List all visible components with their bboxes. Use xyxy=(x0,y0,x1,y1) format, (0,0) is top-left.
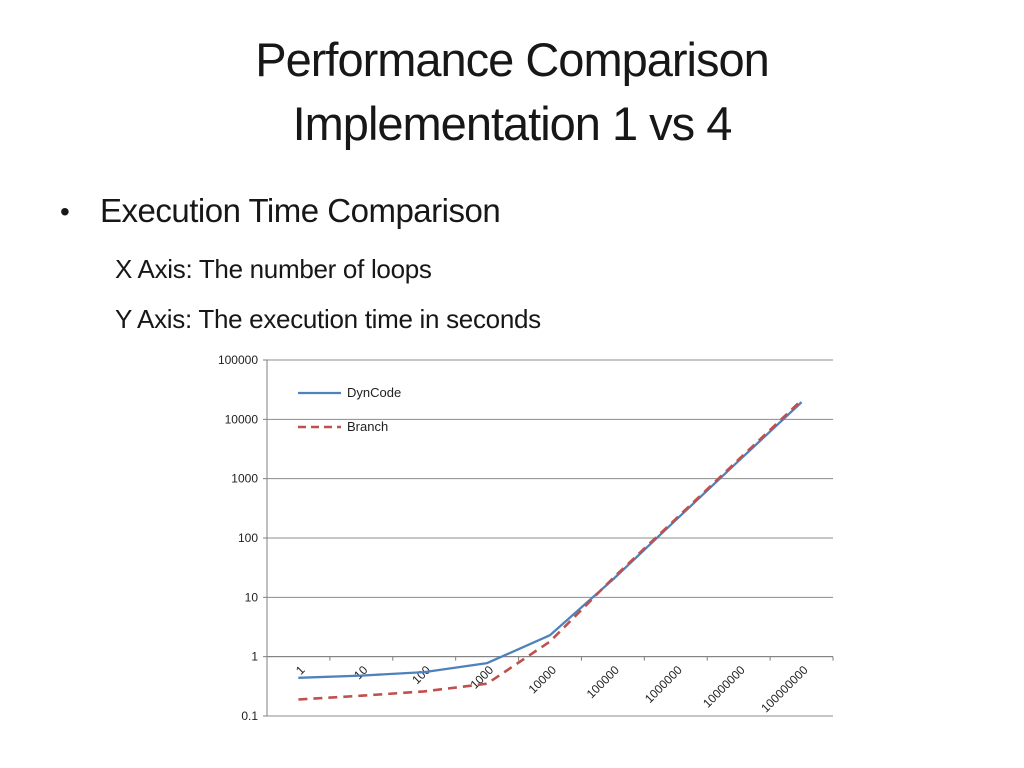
legend-label-dyncode: DynCode xyxy=(347,385,401,400)
y-tick-label: 1000 xyxy=(231,472,258,486)
slide-title-line1: Performance Comparison xyxy=(255,33,770,86)
bullet-marker: • xyxy=(60,196,70,227)
x-tick-label: 10000000 xyxy=(700,663,748,711)
x-tick-label: 100 xyxy=(409,663,433,687)
y-tick-label: 100000 xyxy=(218,353,258,367)
x-tick-label: 100000 xyxy=(584,663,622,701)
axis-description-x: X Axis: The number of loops xyxy=(115,254,432,284)
axis-description-y: Y Axis: The execution time in seconds xyxy=(115,304,541,334)
x-tick-label: 10000 xyxy=(526,663,560,697)
x-tick-label: 1000 xyxy=(467,663,496,692)
y-tick-label: 10000 xyxy=(225,412,259,426)
y-tick-label: 10 xyxy=(245,590,259,604)
series-line-dyncode xyxy=(298,401,803,679)
series-line-branch xyxy=(298,399,803,701)
y-tick-label: 100 xyxy=(238,531,258,545)
slide-title: Performance Comparison Implementation 1 … xyxy=(0,28,1024,156)
x-tick-label: 1 xyxy=(293,663,308,678)
x-tick-label: 1000000 xyxy=(642,663,685,706)
x-tick-label: 10 xyxy=(351,663,371,683)
slide-title-line2: Implementation 1 vs 4 xyxy=(292,97,733,150)
execution-time-chart: 100000 10000 1000 100 10 1 0.1 1 10 100 1000 10000 1… xyxy=(195,350,860,750)
legend-label-branch: Branch xyxy=(347,419,388,434)
y-tick-label: 0.1 xyxy=(241,709,258,723)
bullet-text: Execution Time Comparison xyxy=(100,192,501,229)
y-tick-label: 1 xyxy=(251,650,258,664)
x-tick-label: 100000000 xyxy=(758,663,811,716)
chart-svg: 100000 10000 1000 100 10 1 0.1 1 10 100 1000 10000 1… xyxy=(218,353,834,723)
